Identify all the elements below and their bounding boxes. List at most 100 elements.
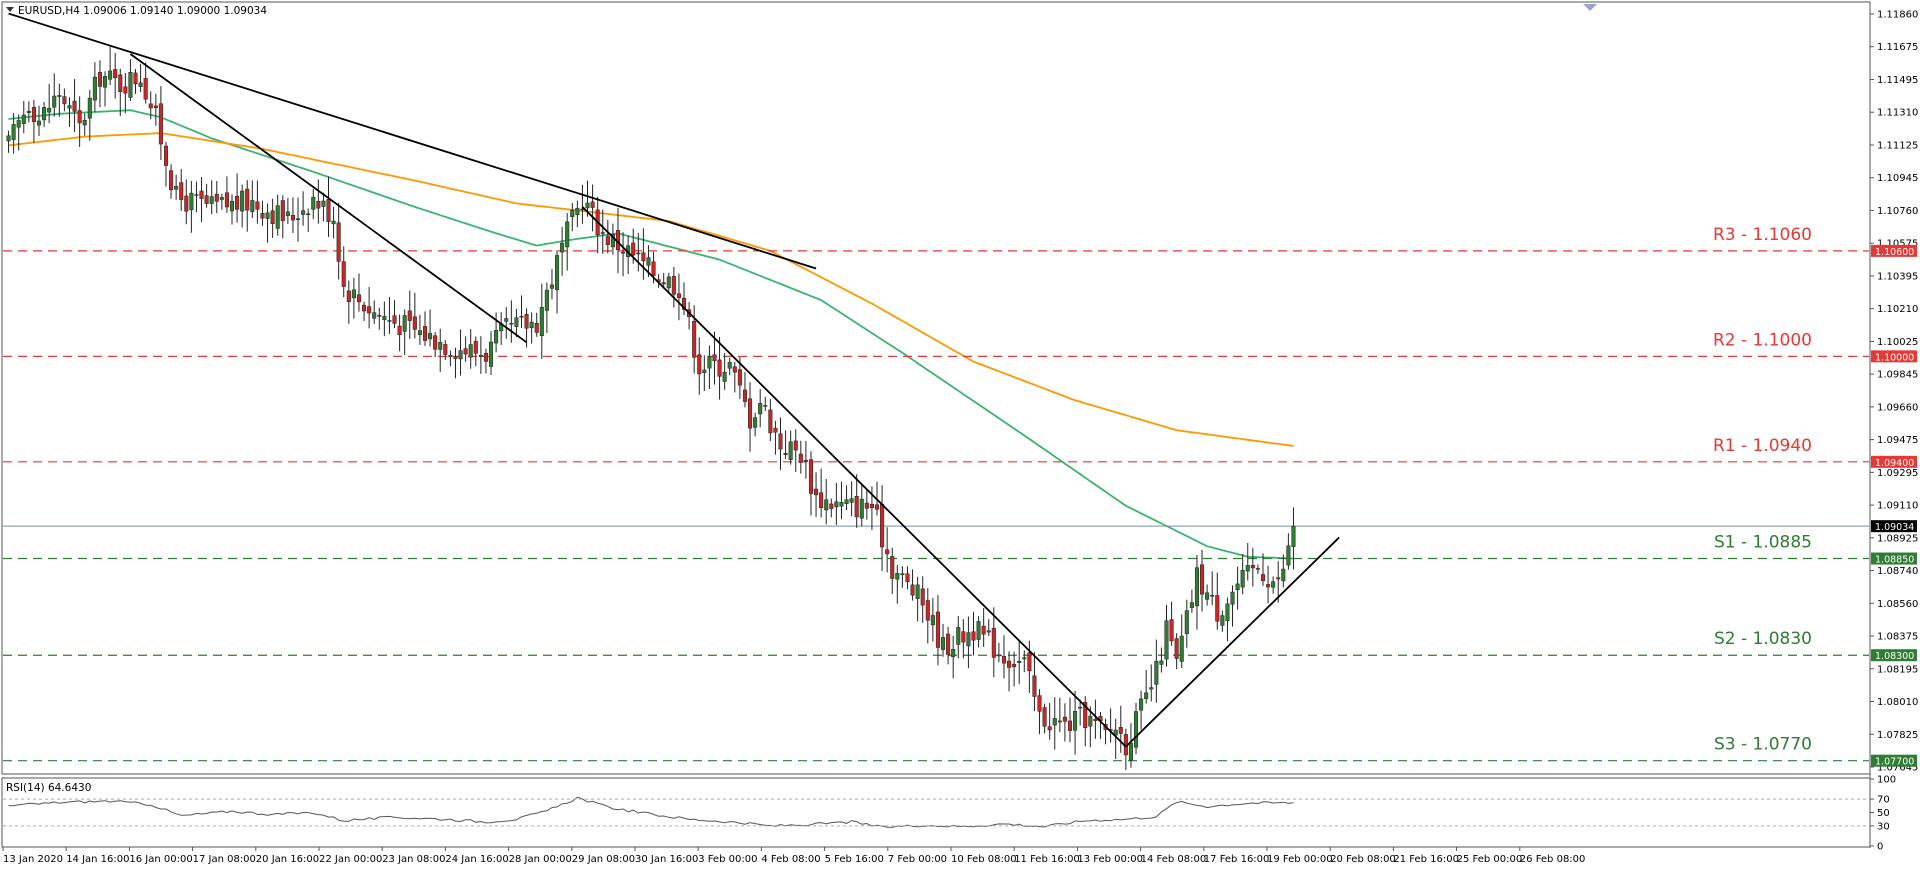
candle — [1073, 690, 1078, 755]
candle-body — [1149, 687, 1154, 690]
candle — [341, 246, 346, 298]
candle-body — [21, 114, 26, 125]
candle — [1174, 633, 1179, 670]
candle-body — [392, 315, 397, 324]
candle — [702, 355, 707, 392]
candle — [768, 399, 773, 442]
candle — [829, 498, 834, 518]
candle — [976, 616, 981, 648]
candle — [778, 417, 783, 470]
candle-body — [783, 453, 788, 455]
candle-body — [219, 197, 224, 200]
time-tick-label: 26 Feb 08:00 — [1520, 854, 1586, 865]
candle — [808, 451, 814, 516]
candle-body — [235, 195, 240, 210]
candle-body — [346, 290, 351, 303]
candle — [458, 329, 463, 376]
candle-body — [935, 611, 940, 648]
candle-body — [549, 284, 554, 289]
time-tick-label: 20 Feb 08:00 — [1330, 854, 1396, 865]
candle-body — [443, 344, 448, 355]
candle-body — [697, 354, 702, 375]
candle-body — [996, 654, 1001, 657]
candle — [16, 114, 21, 151]
candle-body — [473, 340, 478, 354]
candle — [1078, 699, 1083, 726]
candle-body — [702, 369, 707, 374]
candle-body — [600, 232, 605, 234]
candle-body — [834, 501, 839, 508]
candle-body — [270, 210, 275, 224]
price-tick-label: 1.08925 — [1877, 533, 1918, 544]
candle-body — [966, 632, 971, 647]
candle — [981, 608, 986, 648]
candle — [62, 88, 67, 112]
candle-body — [407, 310, 412, 321]
candle — [422, 311, 428, 347]
candle — [910, 569, 915, 601]
symbol-collapse-icon[interactable] — [6, 7, 14, 12]
candle — [925, 587, 930, 644]
level-price-tag — [1871, 244, 1917, 257]
rsi-tick-label: 70 — [1877, 795, 1890, 806]
candle — [1032, 652, 1037, 712]
candle-body — [539, 307, 544, 337]
candle-body — [118, 74, 123, 92]
candle-body — [331, 220, 336, 225]
trendline[interactable] — [129, 53, 528, 344]
moving-average-slow-line — [8, 132, 1294, 447]
candle-body — [148, 103, 153, 109]
candle-body — [11, 124, 16, 140]
candle — [570, 202, 575, 232]
candle-body — [290, 214, 295, 221]
candle-body — [555, 255, 560, 290]
price-tick-label: 1.11675 — [1877, 42, 1918, 53]
candle — [153, 93, 158, 126]
candle-body — [397, 325, 402, 336]
time-tick-label: 23 Jan 08:00 — [382, 854, 445, 865]
candle-body — [301, 210, 306, 215]
candle — [529, 312, 534, 344]
time-tick-label: 5 Feb 16:00 — [825, 854, 884, 865]
candle — [224, 176, 229, 213]
time-tick-label: 28 Jan 00:00 — [509, 854, 572, 865]
trendline[interactable] — [1125, 536, 1340, 748]
candle-body — [1022, 657, 1027, 660]
candle-body — [1118, 727, 1123, 734]
candle-body — [986, 630, 991, 633]
candle-body — [377, 314, 382, 317]
candle — [1215, 572, 1220, 630]
candle — [255, 180, 260, 224]
candle — [681, 282, 687, 315]
candle-body — [306, 213, 311, 216]
trendline[interactable] — [581, 206, 1127, 748]
candle — [1281, 554, 1286, 588]
candle — [6, 130, 11, 153]
candle — [397, 314, 402, 352]
candle-body — [1205, 592, 1210, 600]
level-label-s3: S3 - 1.0770 — [1714, 735, 1812, 755]
candle-body — [651, 261, 656, 276]
trendline[interactable] — [8, 12, 817, 270]
candle-body — [1286, 545, 1291, 566]
candle-body — [961, 631, 966, 643]
candle-body — [824, 499, 829, 511]
candle — [753, 412, 758, 437]
candle — [1052, 697, 1057, 750]
candle-body — [1047, 726, 1052, 731]
candle — [1205, 584, 1210, 606]
candle-body — [524, 314, 529, 329]
candle — [67, 97, 72, 127]
candle-body — [428, 333, 433, 340]
candle — [1240, 554, 1245, 595]
shift-marker-icon[interactable] — [1583, 4, 1597, 11]
candle — [1230, 585, 1235, 627]
candle — [336, 202, 341, 280]
candle — [1225, 597, 1230, 642]
candle — [1133, 702, 1139, 755]
candle-body — [641, 252, 646, 261]
candle — [621, 232, 626, 277]
candle — [610, 223, 615, 255]
